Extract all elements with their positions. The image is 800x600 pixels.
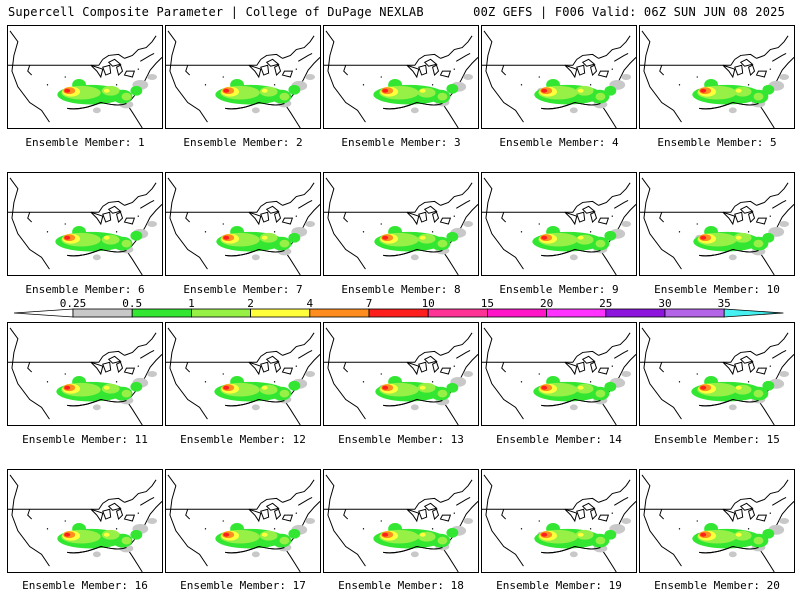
colorbar-segment (546, 308, 607, 318)
ensemble-member-map (165, 322, 321, 426)
colorbar-tick-label: 30 (658, 297, 671, 310)
ensemble-member-map (639, 172, 795, 276)
colorbar-segment (250, 308, 311, 318)
ensemble-member-map (7, 322, 163, 426)
run-valid-time: 00Z GEFS | F006 Valid: 06Z SUN JUN 08 20… (473, 5, 785, 19)
ensemble-member-label: Ensemble Member: 1 (25, 136, 145, 149)
ensemble-member-map (165, 469, 321, 573)
colorbar-tick-label: 35 (718, 297, 731, 310)
ensemble-member-label: Ensemble Member: 17 (180, 579, 306, 592)
ensemble-member-map (7, 25, 163, 129)
ensemble-member-label: Ensemble Member: 12 (180, 433, 306, 446)
ensemble-member-label: Ensemble Member: 16 (22, 579, 148, 592)
colorbar-tick-label: 7 (366, 297, 373, 310)
ensemble-member-label: Ensemble Member: 20 (654, 579, 780, 592)
ensemble-member-map (481, 469, 637, 573)
ensemble-member-map (639, 469, 795, 573)
colorbar-segment (723, 308, 784, 318)
colorbar-segment (309, 308, 370, 318)
colorbar-segment (131, 308, 192, 318)
ensemble-member-label: Ensemble Member: 8 (341, 283, 461, 296)
colorbar-segment (427, 308, 488, 318)
colorbar-tick-label: 0.25 (60, 297, 87, 310)
colorbar-tick-label: 4 (306, 297, 313, 310)
color-scale-legend: 0.25 0.5 1 2 4 7 10 15 20 25 30 35 (14, 297, 784, 318)
ensemble-member-label: Ensemble Member: 18 (338, 579, 464, 592)
ensemble-member-map (323, 25, 479, 129)
ensemble-member-label: Ensemble Member: 6 (25, 283, 145, 296)
colorbar-segment (190, 308, 251, 318)
ensemble-member-label: Ensemble Member: 10 (654, 283, 780, 296)
ensemble-member-label: Ensemble Member: 13 (338, 433, 464, 446)
ensemble-member-label: Ensemble Member: 7 (183, 283, 303, 296)
ensemble-member-label: Ensemble Member: 19 (496, 579, 622, 592)
ensemble-member-map (639, 322, 795, 426)
colorbar-segment (486, 308, 547, 318)
ensemble-member-label: Ensemble Member: 2 (183, 136, 303, 149)
colorbar-tick-label: 10 (422, 297, 435, 310)
ensemble-member-map (481, 172, 637, 276)
colorbar-tick-label: 20 (540, 297, 553, 310)
colorbar-tick-label: 15 (481, 297, 494, 310)
ensemble-member-map (165, 25, 321, 129)
colorbar-segment (605, 308, 666, 318)
ensemble-member-label: Ensemble Member: 5 (657, 136, 777, 149)
colorbar-tick-label: 25 (599, 297, 612, 310)
colorbar-tick-label: 2 (247, 297, 254, 310)
product-title: Supercell Composite Parameter | College … (8, 5, 424, 19)
ensemble-member-map (323, 172, 479, 276)
ensemble-member-map (165, 172, 321, 276)
ensemble-member-label: Ensemble Member: 15 (654, 433, 780, 446)
colorbar-segment (664, 308, 725, 318)
ensemble-member-label: Ensemble Member: 11 (22, 433, 148, 446)
colorbar-segment (368, 308, 429, 318)
ensemble-member-map (7, 172, 163, 276)
ensemble-member-map (481, 322, 637, 426)
colorbar-tick-label: 1 (188, 297, 195, 310)
ensemble-member-map (323, 322, 479, 426)
colorbar-tick-label: 0.5 (122, 297, 142, 310)
ensemble-member-label: Ensemble Member: 3 (341, 136, 461, 149)
ensemble-member-label: Ensemble Member: 14 (496, 433, 622, 446)
ensemble-member-label: Ensemble Member: 4 (499, 136, 619, 149)
colorbar-segment (72, 308, 133, 318)
colorbar-left-arrow (14, 308, 74, 318)
ensemble-member-map (639, 25, 795, 129)
ensemble-member-map (7, 469, 163, 573)
ensemble-member-label: Ensemble Member: 9 (499, 283, 619, 296)
ensemble-member-map (481, 25, 637, 129)
ensemble-member-map (323, 469, 479, 573)
